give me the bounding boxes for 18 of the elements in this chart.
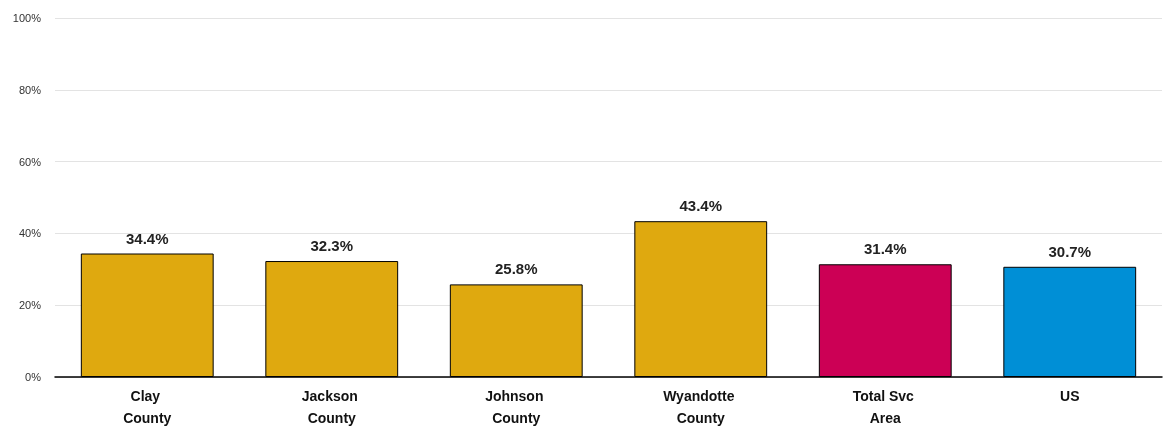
x-tick-label: Jackson County <box>301 388 362 426</box>
x-tick-label: Wyandotte County <box>663 388 739 426</box>
data-label: 43.4% <box>679 197 723 215</box>
data-label: 31.4% <box>863 240 907 258</box>
y-tick-label: 0% <box>25 371 42 383</box>
data-label: 25.8% <box>494 260 538 278</box>
y-tick-label: 20% <box>18 299 42 312</box>
data-label: 34.4% <box>125 229 169 247</box>
y-tick-label: 80% <box>18 83 42 96</box>
data-label: 32.3% <box>310 237 354 255</box>
y-tick-label: 100% <box>12 12 42 24</box>
y-tick-label: 40% <box>18 227 42 240</box>
x-tick-label: Total Svc Area <box>852 388 918 426</box>
x-tick-label: US <box>1060 388 1080 404</box>
y-tick-label: 60% <box>18 155 42 168</box>
x-tick-label: Johnson County <box>485 388 548 426</box>
data-label: 30.7% <box>1048 242 1092 260</box>
x-tick-label: Clay County <box>123 388 172 426</box>
